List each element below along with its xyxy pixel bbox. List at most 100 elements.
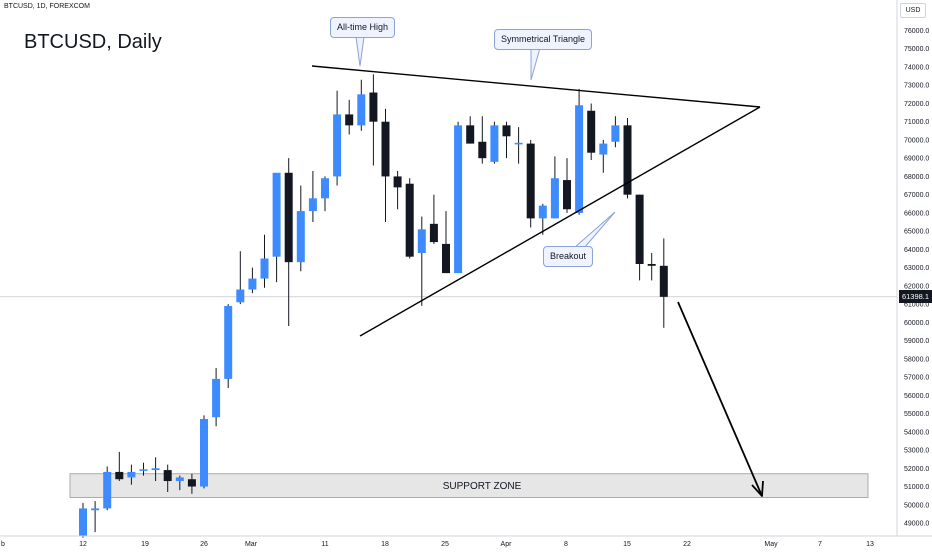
y-tick-label: 71000.0 bbox=[904, 119, 929, 126]
candle-body bbox=[272, 172, 281, 257]
candle-body bbox=[175, 477, 184, 482]
candle bbox=[127, 464, 136, 485]
candle-body bbox=[236, 289, 245, 303]
x-tick-label: 19 bbox=[141, 541, 149, 548]
x-tick-label: 11 bbox=[321, 541, 328, 548]
candle-body bbox=[599, 143, 608, 155]
candle-body bbox=[623, 125, 632, 195]
x-tick-label: 7 bbox=[818, 541, 822, 548]
candle-body bbox=[308, 198, 317, 212]
y-tick-label: 75000.0 bbox=[904, 46, 929, 53]
candle-body bbox=[393, 176, 402, 188]
y-tick-label: 68000.0 bbox=[904, 174, 929, 181]
y-tick-label: 72000.0 bbox=[904, 101, 929, 108]
x-tick-label: 22 bbox=[683, 541, 691, 548]
candle-body bbox=[224, 305, 233, 379]
x-tick-label: 13 bbox=[866, 541, 874, 548]
candle bbox=[623, 118, 632, 199]
candle bbox=[296, 185, 305, 272]
candle bbox=[587, 103, 596, 161]
candle-body bbox=[514, 142, 523, 145]
support-zone-layer: SUPPORT ZONE bbox=[0, 296, 897, 498]
candle-body bbox=[115, 471, 124, 480]
candle-body bbox=[635, 194, 644, 264]
y-tick-label: 54000.0 bbox=[904, 429, 929, 436]
y-tick-label: 55000.0 bbox=[904, 411, 929, 418]
candle-body bbox=[212, 378, 221, 418]
candle bbox=[151, 457, 160, 482]
chart-title: BTCUSD, Daily bbox=[24, 31, 162, 53]
symbol-line: BTCUSD, 1D, FOREXCOM bbox=[4, 3, 90, 10]
candle bbox=[466, 116, 475, 144]
ath-callout: All-time High bbox=[330, 17, 396, 38]
candle-body bbox=[659, 265, 668, 297]
candle bbox=[611, 116, 620, 148]
y-tick-label: 63000.0 bbox=[904, 265, 929, 272]
candle-body bbox=[321, 178, 329, 199]
drawings-layer bbox=[311, 36, 764, 497]
candle bbox=[187, 473, 196, 494]
candle-body bbox=[587, 110, 596, 153]
candle-body bbox=[550, 178, 559, 219]
candle-body bbox=[139, 469, 148, 471]
candle bbox=[272, 172, 281, 283]
candle-body bbox=[296, 211, 305, 263]
candle bbox=[139, 462, 148, 476]
candle-body bbox=[417, 229, 426, 254]
triangle-upper-line bbox=[311, 65, 761, 108]
candle bbox=[248, 267, 257, 294]
candle bbox=[333, 90, 342, 186]
candle bbox=[236, 251, 245, 305]
candle-body bbox=[454, 125, 463, 274]
currency-button[interactable]: USD bbox=[900, 3, 926, 18]
candle bbox=[369, 74, 378, 166]
candle-body bbox=[538, 205, 547, 219]
candle-body bbox=[345, 114, 354, 126]
candle bbox=[260, 234, 269, 288]
x-tick-label: May bbox=[764, 541, 778, 548]
candle bbox=[647, 253, 656, 281]
candle bbox=[115, 451, 124, 482]
candle-body bbox=[429, 223, 438, 243]
candle-body bbox=[405, 183, 414, 257]
triangle-lower-line bbox=[359, 106, 761, 337]
candle bbox=[345, 99, 354, 135]
x-tick-label: Apr bbox=[501, 541, 513, 548]
candle bbox=[103, 466, 112, 511]
candle-body bbox=[611, 125, 620, 142]
candle-body bbox=[526, 143, 535, 219]
candle bbox=[284, 158, 293, 326]
support-zone-label: SUPPORT ZONE bbox=[443, 481, 522, 492]
y-tick-label: 53000.0 bbox=[904, 448, 929, 455]
y-tick-label: 56000.0 bbox=[904, 393, 929, 400]
y-tick-label: 66000.0 bbox=[904, 210, 929, 217]
y-tick-label: 50000.0 bbox=[904, 502, 929, 509]
candle bbox=[79, 502, 87, 538]
y-tick-label: 70000.0 bbox=[904, 137, 929, 144]
candle-body bbox=[260, 258, 269, 279]
candle bbox=[393, 170, 402, 210]
x-tick-label: 12 bbox=[79, 541, 87, 548]
x-tick-label: b bbox=[1, 541, 5, 548]
y-tick-label: 49000.0 bbox=[904, 521, 929, 528]
breakout-callout: Breakout bbox=[543, 246, 594, 267]
y-tick-label: 52000.0 bbox=[904, 466, 929, 473]
x-tick-label: Mar bbox=[245, 541, 258, 548]
candle-body bbox=[127, 471, 136, 478]
candle-body bbox=[575, 105, 584, 213]
projection-arrow-line bbox=[677, 301, 763, 497]
candle-body bbox=[151, 468, 160, 471]
candle bbox=[635, 194, 644, 281]
candle-body bbox=[563, 180, 571, 210]
breakout-callout-pointer bbox=[573, 211, 616, 249]
y-tick-label: 74000.0 bbox=[904, 64, 929, 71]
triangle-callout: Symmetrical Triangle bbox=[494, 29, 593, 50]
candle bbox=[308, 170, 317, 223]
candle-body bbox=[79, 508, 87, 536]
y-tick-label: 62000.0 bbox=[904, 283, 929, 290]
candle bbox=[490, 121, 499, 164]
candle-body bbox=[647, 263, 656, 266]
y-tick-label: 60000.0 bbox=[904, 320, 929, 327]
candle-body bbox=[200, 419, 208, 487]
